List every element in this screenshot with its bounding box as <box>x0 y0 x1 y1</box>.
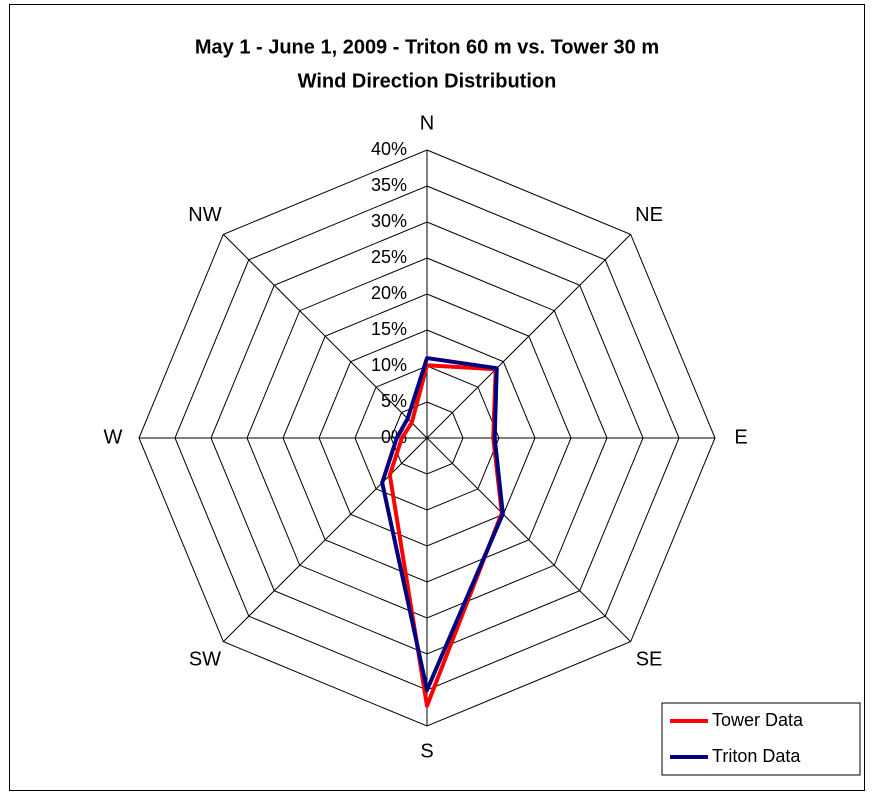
y-tick-label: 10% <box>371 355 407 375</box>
spoke <box>222 233 428 439</box>
legend-box <box>661 702 861 776</box>
legend-label: Triton Data <box>712 746 801 766</box>
y-tick-label: 30% <box>371 211 407 231</box>
spoke <box>222 437 428 643</box>
y-tick-label: 20% <box>371 283 407 303</box>
category-label: E <box>734 426 747 448</box>
y-tick-label: 35% <box>371 175 407 195</box>
category-label: W <box>104 426 123 448</box>
spoke <box>426 233 632 439</box>
category-label: SW <box>189 648 221 670</box>
spoke <box>426 437 632 643</box>
category-label: NE <box>635 204 663 226</box>
category-label: N <box>420 112 434 134</box>
y-tick-label: 40% <box>371 139 407 159</box>
category-label: S <box>420 740 433 762</box>
y-tick-label: 25% <box>371 247 407 267</box>
chart-subtitle: Wind Direction Distribution <box>298 70 557 92</box>
series-line <box>380 356 505 692</box>
category-label: SE <box>636 648 663 670</box>
chart-title: May 1 - June 1, 2009 - Triton 60 m vs. T… <box>195 36 659 58</box>
legend-label: Tower Data <box>712 710 804 730</box>
y-tick-label: 15% <box>371 319 407 339</box>
y-tick-label: 5% <box>381 391 407 411</box>
chart-frame <box>9 4 865 791</box>
category-label: NW <box>188 204 221 226</box>
